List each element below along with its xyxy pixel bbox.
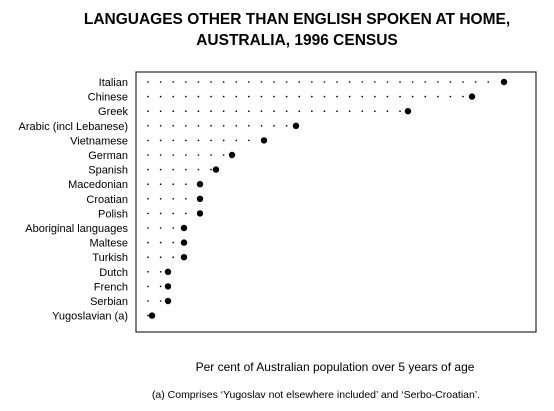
category-label: Greek [98, 106, 128, 118]
category-label: Turkish [92, 252, 128, 264]
category-label: Croatian [86, 194, 128, 206]
category-label: Arabic (incl Lebanese) [19, 121, 128, 133]
category-label: German [88, 150, 128, 162]
category-label: Yugoslavian (a) [52, 311, 128, 323]
category-label: Polish [98, 208, 128, 220]
category-label: Aboriginal languages [25, 223, 128, 235]
data-point [260, 137, 268, 144]
category-label: Italian [99, 77, 128, 89]
data-point [404, 108, 412, 115]
dot-row: Chinese [88, 92, 476, 104]
dot-row: German [88, 150, 236, 162]
category-label: French [94, 281, 128, 293]
data-point [292, 122, 300, 129]
chart-title-line-2: AUSTRALIA, 1996 CENSUS [196, 32, 398, 49]
category-label: Serbian [90, 296, 128, 308]
dot-row: French [94, 281, 172, 293]
data-point [180, 239, 188, 246]
data-point [500, 78, 508, 86]
dot-row: Italian [99, 77, 508, 89]
category-label: Dutch [99, 267, 128, 279]
data-point [180, 254, 188, 261]
data-point [196, 181, 204, 188]
dot-row: Turkish [92, 252, 188, 264]
data-point [148, 312, 156, 319]
dot-row: Arabic (incl Lebanese) [19, 121, 300, 133]
data-point [180, 224, 188, 232]
category-label: Chinese [88, 92, 128, 104]
data-point [196, 195, 204, 202]
x-axis-label: Per cent of Australian population over 5… [196, 360, 475, 374]
chart-title-line-1: LANGUAGES OTHER THAN ENGLISH SPOKEN AT H… [84, 11, 510, 28]
category-label: Spanish [88, 165, 128, 177]
data-point [196, 210, 204, 217]
dot-row: Vietnamese [70, 135, 268, 147]
dot-row: Aboriginal languages [25, 223, 188, 235]
data-point [164, 268, 172, 275]
dot-row: Croatian [86, 194, 204, 206]
dot-row: Macedonian [68, 179, 204, 191]
data-point [228, 151, 236, 159]
footnote: (a) Comprises ‘Yugoslav not elsewhere in… [152, 389, 480, 401]
data-point [164, 297, 172, 305]
category-label: Macedonian [68, 179, 128, 191]
dot-row: Serbian [90, 296, 172, 308]
dot-row: Dutch [99, 267, 172, 279]
plot-frame [135, 71, 537, 333]
dot-row: Maltese [89, 238, 188, 250]
data-point [212, 166, 220, 173]
dot-row: Yugoslavian (a) [52, 311, 156, 323]
dot-row: Spanish [88, 165, 220, 177]
dot-row: Greek [98, 106, 412, 118]
category-label: Maltese [89, 238, 128, 250]
dot-row: Polish [98, 208, 204, 220]
category-label: Vietnamese [70, 135, 128, 147]
data-point [468, 93, 476, 100]
data-point [164, 283, 172, 290]
data-rows: Italian Chinese Greek Arabic (incl Lebanese… [19, 77, 508, 323]
